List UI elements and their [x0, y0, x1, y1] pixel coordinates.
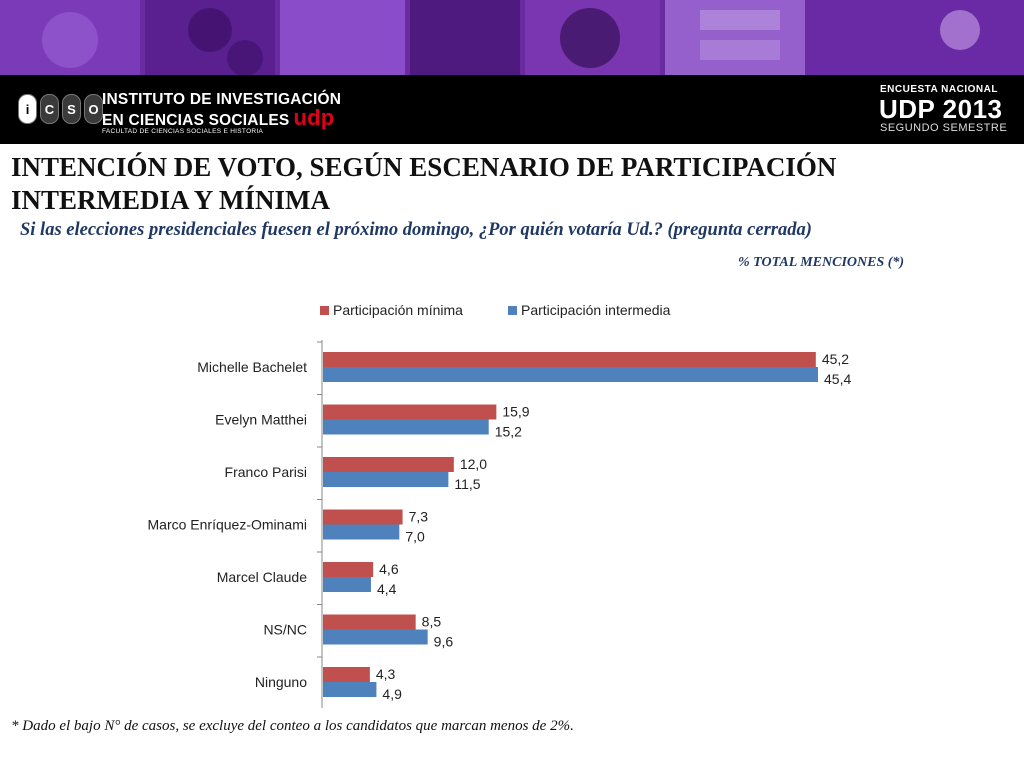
category-label: Franco Parisi — [225, 464, 307, 480]
bar-intermedia — [323, 577, 371, 592]
mentions-note: % TOTAL MENCIONES (*) — [738, 255, 905, 270]
data-label: 15,2 — [495, 424, 522, 440]
data-label: 45,2 — [822, 351, 849, 367]
survey-year: UDP 2013 — [879, 94, 1003, 124]
survey-label: ENCUESTA NACIONAL — [880, 84, 998, 95]
footnote: * Dado el bajo N° de casos, se excluye d… — [11, 718, 574, 734]
institute-line-2: EN CIENCIAS SOCIALES — [102, 112, 290, 129]
institute-line-1: INSTITUTO DE INVESTIGACIÓN — [102, 91, 342, 108]
bar-intermedia — [323, 524, 400, 540]
bar-intermedia — [323, 419, 489, 435]
data-label: 4,4 — [377, 581, 397, 597]
legend-label: Participación intermedia — [521, 302, 671, 318]
data-label: 15,9 — [502, 404, 529, 420]
legend-label: Participación mínima — [333, 302, 463, 318]
bar-minima — [323, 352, 816, 367]
bar-minima — [323, 614, 416, 630]
header-band — [0, 75, 1024, 144]
category-label: Marcel Claude — [217, 569, 307, 585]
legend-swatch — [508, 306, 517, 315]
institute-name: INSTITUTO DE INVESTIGACIÓN EN CIENCIAS S… — [102, 91, 341, 130]
icso-logo: i C S O — [18, 94, 103, 124]
logo-letter: i — [18, 94, 37, 124]
bar-minima — [323, 562, 374, 577]
data-label: 11,5 — [454, 476, 480, 492]
bar-minima — [323, 667, 370, 682]
category-label: NS/NC — [263, 622, 307, 638]
data-label: 12,0 — [460, 456, 487, 472]
category-label: Marco Enríquez-Ominami — [148, 517, 308, 533]
data-label: 4,3 — [376, 666, 396, 682]
data-label: 7,0 — [405, 529, 425, 545]
bar-intermedia — [323, 629, 428, 645]
bar-minima — [323, 404, 497, 420]
bar-chart-svg: Participación mínima Participación interm… — [148, 302, 851, 708]
data-label: 8,5 — [422, 614, 442, 630]
faculty-name: FACULTAD DE CIENCIAS SOCIALES E HISTORIA — [102, 128, 264, 135]
data-label: 4,9 — [382, 686, 402, 702]
bar-minima — [323, 509, 403, 525]
header-photo-strip — [0, 0, 1024, 75]
category-label: Michelle Bachelet — [197, 359, 307, 375]
page-title: INTENCIÓN DE VOTO, SEGÚN ESCENARIO DE PA… — [11, 152, 837, 215]
logo-letter: C — [40, 94, 59, 124]
category-label: Evelyn Matthei — [215, 412, 307, 428]
survey-semester: SEGUNDO SEMESTRE — [880, 122, 1008, 134]
data-label: 9,6 — [434, 634, 454, 650]
vote-intention-chart: Participación mínima Participación interm… — [0, 290, 1024, 715]
category-label: Ninguno — [255, 674, 307, 690]
legend-swatch — [320, 306, 329, 315]
logo-letter: S — [62, 94, 81, 124]
bar-minima — [323, 457, 454, 472]
bar-intermedia — [323, 682, 377, 697]
photo-collage — [0, 0, 1024, 75]
logo-letter: O — [84, 94, 103, 124]
data-label: 4,6 — [379, 561, 399, 577]
data-label: 45,4 — [824, 371, 851, 387]
data-label: 7,3 — [409, 509, 429, 525]
bar-intermedia — [323, 367, 818, 382]
question-subtitle: Si las elecciones presidenciales fuesen … — [20, 220, 812, 240]
bar-intermedia — [323, 472, 449, 487]
udp-brand: udp — [293, 105, 335, 130]
